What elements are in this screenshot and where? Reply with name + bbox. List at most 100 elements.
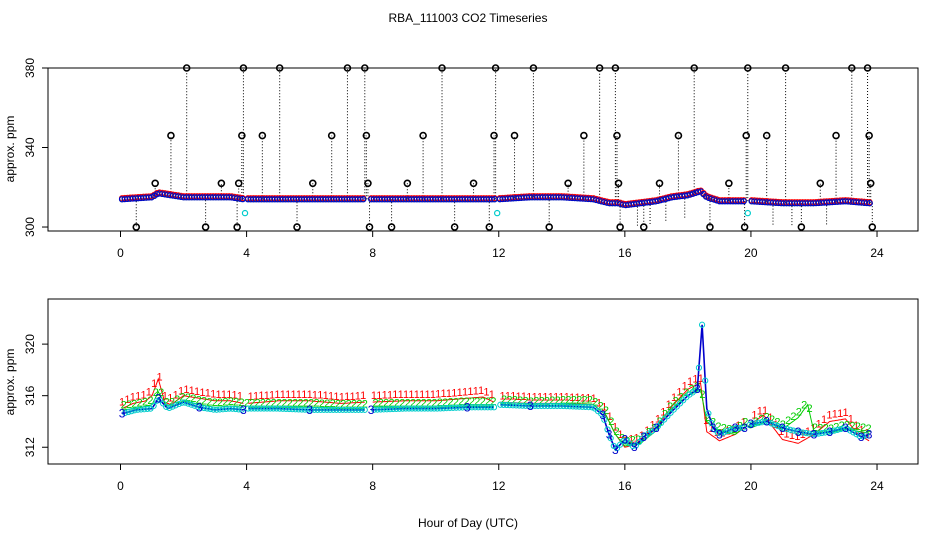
- top-x-tick-label: 4: [243, 246, 250, 260]
- series-3-marker: [377, 406, 384, 413]
- top-panel: 0 4 8 12 16 20 24 300 340 380 approx. ppm: [3, 58, 919, 260]
- series-3-marker: [125, 408, 132, 416]
- series-3-marker: [632, 442, 639, 449]
- series-1-marker: 1: [387, 389, 393, 401]
- top-x-tick-label: 24: [870, 246, 884, 260]
- series-1-marker: 1: [767, 412, 773, 424]
- series-1-marker: 1: [569, 392, 575, 404]
- outlier-marker: [485, 223, 494, 231]
- series-3-label: 3: [653, 421, 660, 435]
- series-3-marker: [323, 406, 331, 413]
- series-3-marker: [235, 406, 242, 413]
- series-3-marker: [569, 403, 576, 410]
- series-3-marker: [156, 396, 164, 404]
- top-baseline-markers: [118, 187, 873, 217]
- top-y-tick-label: 340: [23, 137, 37, 157]
- series-1-marker: 1: [628, 434, 634, 446]
- series-2-marker: 2: [539, 396, 545, 408]
- series-1-marker: 1: [344, 391, 350, 403]
- series-3-marker: [440, 405, 447, 412]
- series-2-marker: 2: [774, 417, 780, 429]
- series-3-marker: [657, 419, 665, 426]
- baseline-marker-3: [740, 197, 747, 205]
- series-3-marker: [541, 402, 548, 410]
- series-3-label: 3: [606, 427, 613, 441]
- outlier-marker: [832, 131, 840, 140]
- series-2-marker: 2: [255, 397, 261, 409]
- outlier-marker: [234, 179, 243, 188]
- series-2-marker: 2: [399, 397, 405, 409]
- series-1-marker: 1: [414, 389, 420, 401]
- series-3-marker: [191, 402, 198, 409]
- series-3-marker: [380, 406, 387, 413]
- outlier-marker: [450, 223, 459, 231]
- bottom-x-tick-label: 16: [618, 479, 632, 493]
- series-3-marker: [333, 406, 340, 413]
- series-1-marker: 1: [296, 389, 302, 401]
- series-1-marker: 1: [832, 409, 838, 421]
- series-2-marker: 2: [421, 397, 427, 409]
- outlier-marker: [816, 179, 825, 188]
- series-1-marker: 1: [199, 387, 205, 399]
- outlier-marker: [529, 64, 538, 72]
- cyan-marker: [493, 209, 501, 217]
- series-1-line: [248, 400, 365, 404]
- series-2-marker: 2: [330, 398, 336, 410]
- series-3-marker: [821, 429, 829, 436]
- series-2-marker: 2: [474, 396, 480, 408]
- bottom-y-tick-label: 320: [23, 334, 37, 354]
- series-3-marker: [478, 404, 485, 411]
- baseline-marker-3: [488, 195, 496, 203]
- series-3-marker: [472, 404, 479, 411]
- outlier-marker: [743, 64, 752, 72]
- series-1-marker: 1: [360, 390, 366, 402]
- series-1-marker: 1: [205, 388, 211, 400]
- series-3-marker: [137, 406, 145, 413]
- series-3-marker: [553, 402, 561, 410]
- series-3-marker: [620, 438, 627, 445]
- outlier-marker: [238, 131, 246, 140]
- series-3-marker: [572, 403, 580, 410]
- series-3-marker: [484, 404, 491, 411]
- series-3-marker: [815, 430, 822, 437]
- series-2-marker: 2: [180, 391, 186, 403]
- series-3-marker: [560, 402, 567, 410]
- series-1-marker: 1: [478, 385, 484, 397]
- series-3-marker: [339, 406, 346, 413]
- series-3-label: 3: [196, 400, 203, 414]
- bottom-x-axis: 0 4 8 12 16 20 24: [117, 463, 884, 493]
- series-3-marker: [342, 406, 349, 413]
- series-2-marker: 2: [490, 396, 496, 408]
- series-3-marker: [673, 403, 680, 410]
- series-1-marker: 1: [473, 386, 479, 398]
- series-3-marker: [263, 405, 271, 412]
- series-3-marker: [276, 405, 283, 412]
- series-3-marker: [257, 405, 264, 412]
- series-3-marker: [358, 406, 365, 413]
- series-3-marker: [267, 405, 274, 412]
- series-1-marker: 1: [371, 390, 377, 402]
- series-3-marker: [695, 364, 703, 371]
- series-2-marker: 2: [742, 417, 748, 429]
- bottom-y-axis: 312 316 320: [23, 334, 49, 457]
- series-3-marker: [122, 409, 129, 416]
- series-2-marker: 2: [383, 397, 389, 409]
- top-x-tick-label: 0: [117, 246, 124, 260]
- series-2-marker: 2: [844, 419, 850, 431]
- top-y-tick-label: 380: [23, 58, 37, 78]
- series-3-marker: [273, 405, 280, 412]
- series-3-label: 3: [826, 425, 833, 439]
- series-1-marker: 1: [135, 390, 141, 402]
- series-3-marker: [544, 402, 551, 410]
- series-3-marker: [229, 405, 236, 412]
- series-3-marker: [601, 416, 608, 423]
- series-1-marker: 1: [430, 389, 436, 401]
- series-2-marker: 2: [394, 397, 400, 409]
- bottom-x-tick-label: 8: [369, 479, 376, 493]
- series-3-marker: [232, 405, 239, 413]
- series-2-marker: 2: [560, 395, 566, 407]
- series-2-marker: 2: [807, 403, 813, 415]
- series-1-marker: 1: [253, 391, 259, 403]
- series-3-marker: [390, 405, 397, 413]
- series-1-marker: 1: [167, 392, 173, 404]
